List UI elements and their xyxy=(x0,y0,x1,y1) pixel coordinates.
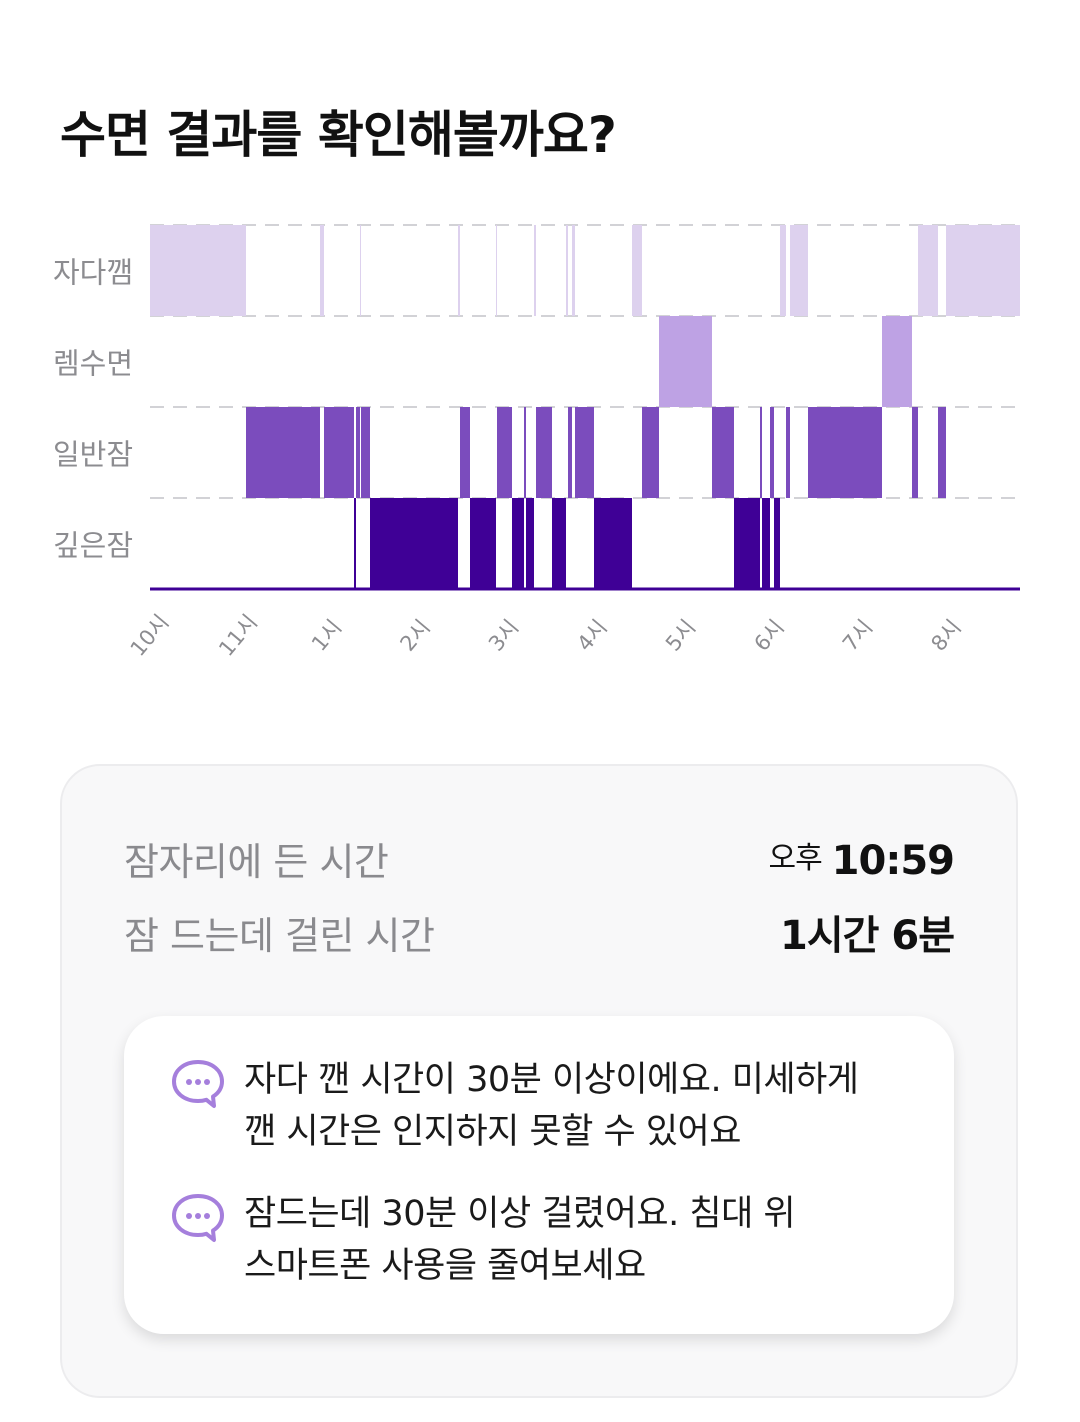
stage-segment xyxy=(882,316,912,407)
tips-box: 자다 깬 시간이 30분 이상이에요. 미세하게 깬 시간은 인지하지 못할 수… xyxy=(124,1016,954,1334)
sleep-summary-card: 잠자리에 든 시간 오후 10:59 잠 드는데 걸린 시간 1시간 6분 자다 … xyxy=(60,764,1018,1398)
time-tick-label: 7시 xyxy=(838,615,877,655)
bedtime-value: 10:59 xyxy=(831,837,955,884)
chart-time-ticks: 10시 11시 1시 2시 3시 4시 5시 6시 7시 8시 xyxy=(126,610,966,661)
tip-line: 스마트폰 사용을 줄여보세요 xyxy=(244,1246,646,1286)
stage-segment xyxy=(460,407,470,498)
stage-segment xyxy=(370,498,458,589)
stage-segment xyxy=(760,407,762,498)
stage-segment xyxy=(918,225,938,316)
tip-line: 깬 시간은 인지하지 못할 수 있어요 xyxy=(244,1112,741,1152)
time-tick-label: 5시 xyxy=(661,615,700,655)
stage-segment xyxy=(938,407,946,498)
chart-segments xyxy=(150,225,1020,589)
stage-label: 깊은잠 xyxy=(53,529,133,563)
latency-label: 잠 드는데 걸린 시간 xyxy=(124,913,435,958)
stage-segment xyxy=(594,498,632,589)
chat-bubble-icon xyxy=(172,1060,224,1108)
tip-item: 자다 깬 시간이 30분 이상이에요. 미세하게 깬 시간은 인지하지 못할 수… xyxy=(170,1054,924,1158)
stage-segment xyxy=(470,498,496,589)
stage-segment xyxy=(712,407,734,498)
stage-segment xyxy=(324,407,354,498)
bedtime-value-group: 오후 10:59 xyxy=(768,833,955,884)
bedtime-ampm: 오후 xyxy=(768,840,822,876)
stage-label: 렘수면 xyxy=(53,347,133,381)
stage-segment xyxy=(659,316,712,407)
stage-segment xyxy=(246,407,320,498)
stage-segment xyxy=(320,225,324,316)
stage-segment xyxy=(786,407,790,498)
stage-segment xyxy=(568,407,572,498)
stage-segment xyxy=(808,407,882,498)
stage-segment xyxy=(566,225,568,316)
time-tick-label: 8시 xyxy=(926,615,965,655)
stage-segment xyxy=(512,498,524,589)
stage-segment xyxy=(496,225,497,316)
stage-segment xyxy=(526,498,534,589)
stage-segment xyxy=(534,225,536,316)
time-tick-label: 10시 xyxy=(126,610,174,661)
time-tick-label: 6시 xyxy=(749,615,788,655)
time-tick-label: 2시 xyxy=(395,615,434,655)
tip-text: 잠드는데 30분 이상 걸렸어요. 침대 위 스마트폰 사용을 줄여보세요 xyxy=(244,1188,796,1292)
stage-segment xyxy=(361,407,370,498)
stage-segment xyxy=(150,225,246,316)
stage-segment xyxy=(552,498,566,589)
bedtime-label: 잠자리에 든 시간 xyxy=(124,839,389,884)
time-tick-label: 11시 xyxy=(214,610,262,661)
stage-segment xyxy=(524,407,526,498)
stage-segment xyxy=(762,498,770,589)
stage-segment xyxy=(536,407,552,498)
chat-bubble-icon xyxy=(172,1194,224,1242)
stage-segment xyxy=(780,225,786,316)
stage-segment xyxy=(946,225,1020,316)
tip-item: 잠드는데 30분 이상 걸렸어요. 침대 위 스마트폰 사용을 줄여보세요 xyxy=(170,1188,924,1292)
stage-label: 일반잠 xyxy=(53,438,133,472)
page-title: 수면 결과를 확인해볼까요? xyxy=(60,106,617,164)
stage-segment xyxy=(458,225,460,316)
time-tick-label: 3시 xyxy=(484,615,523,655)
stage-segment xyxy=(360,225,361,316)
stage-segment xyxy=(572,225,575,316)
stage-segment xyxy=(770,407,774,498)
latency-value: 1시간 6분 xyxy=(780,913,955,959)
tip-line: 잠드는데 30분 이상 걸렸어요. 침대 위 xyxy=(244,1194,796,1234)
time-tick-label: 1시 xyxy=(307,615,346,655)
latency-row: 잠 드는데 걸린 시간 1시간 6분 xyxy=(124,902,955,962)
tip-text: 자다 깬 시간이 30분 이상이에요. 미세하게 깬 시간은 인지하지 못할 수… xyxy=(244,1054,859,1158)
stage-segment xyxy=(354,498,356,589)
stage-label: 자다깸 xyxy=(53,256,133,290)
stage-segment xyxy=(790,225,808,316)
stage-segment xyxy=(497,407,512,498)
tip-line: 자다 깬 시간이 30분 이상이에요. 미세하게 xyxy=(244,1060,859,1100)
stage-segment xyxy=(734,498,760,589)
stage-segment xyxy=(912,407,918,498)
stage-segment xyxy=(642,407,659,498)
time-tick-label: 4시 xyxy=(572,615,611,655)
stage-segment xyxy=(356,407,360,498)
bedtime-row: 잠자리에 든 시간 오후 10:59 xyxy=(124,828,955,888)
stage-segment xyxy=(632,225,642,316)
stage-segment xyxy=(575,407,594,498)
stage-segment xyxy=(774,498,780,589)
